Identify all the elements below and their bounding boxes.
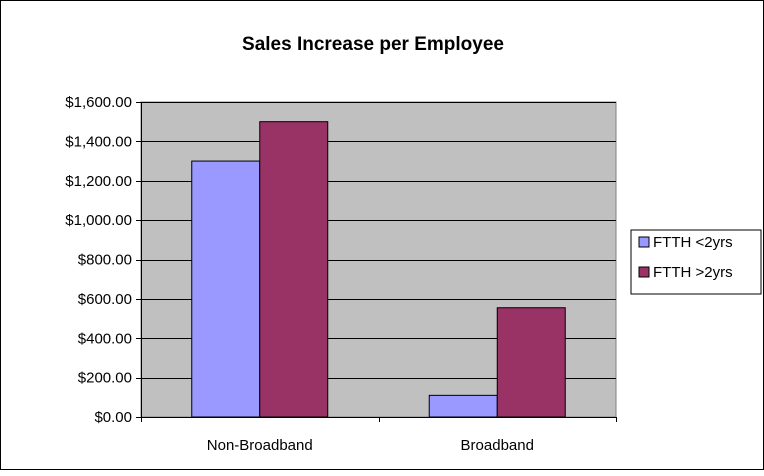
bar-ftth-gt-2yrs-1 (496, 307, 566, 418)
y-tick-labels: $0.00 $200.00 $400.00 $600.00 $800.00 $1,000.… (65, 94, 132, 426)
bar-ftth-lt-2yrs-0 (191, 160, 261, 418)
y-tick-label: $1,200.00 (65, 173, 132, 190)
bars (191, 121, 566, 418)
y-tick-label: $200.00 (78, 370, 132, 387)
y-tick-label: $1,600.00 (65, 94, 132, 111)
bar-ftth-lt-2yrs-1 (428, 394, 498, 418)
y-tick-label: $600.00 (78, 291, 132, 308)
chart-title: Sales Increase per Employee (242, 34, 504, 55)
x-tick-label: Broadband (461, 437, 534, 454)
y-tick-label: $1,000.00 (65, 212, 132, 229)
y-tick-label: $1,400.00 (65, 133, 132, 150)
axes (136, 102, 617, 422)
x-tick-labels: Non-Broadband Broadband (207, 437, 534, 454)
legend-swatch (638, 236, 650, 248)
bar-ftth-gt-2yrs-0 (259, 121, 329, 418)
legend: FTTH <2yrs FTTH >2yrs (630, 229, 762, 295)
legend-label: FTTH >2yrs (653, 264, 733, 281)
y-tick-label: $800.00 (78, 252, 132, 269)
legend-swatch (638, 266, 650, 278)
y-tick-label: $400.00 (78, 330, 132, 347)
legend-box (630, 229, 762, 295)
legend-label: FTTH <2yrs (653, 234, 733, 251)
y-tick-label: $0.00 (94, 409, 132, 426)
x-tick-label: Non-Broadband (207, 437, 313, 454)
